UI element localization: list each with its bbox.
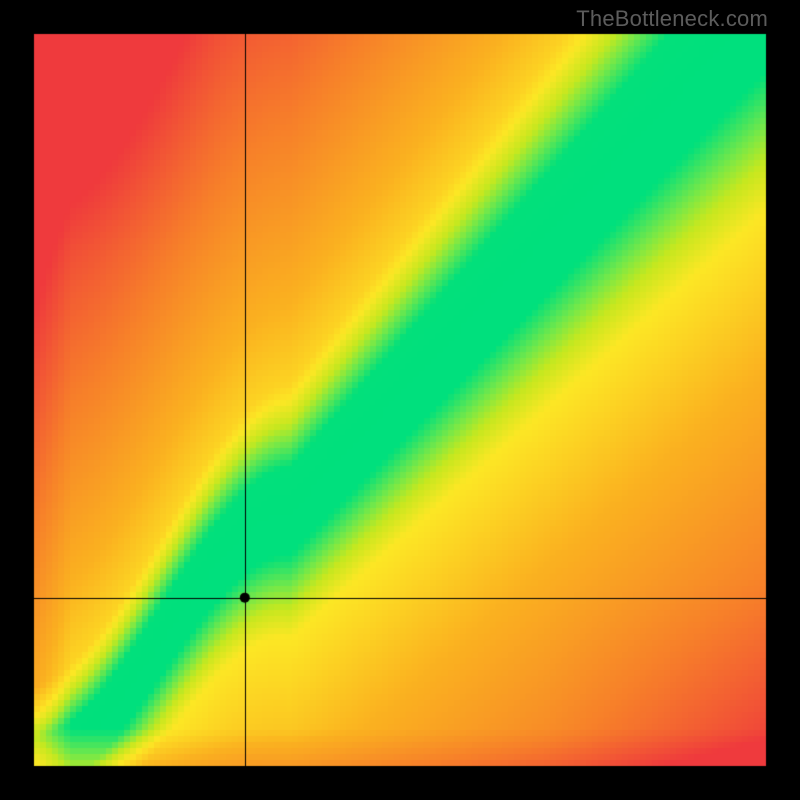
bottleneck-heatmap: [0, 0, 800, 800]
chart-container: TheBottleneck.com: [0, 0, 800, 800]
watermark-text: TheBottleneck.com: [576, 6, 768, 32]
